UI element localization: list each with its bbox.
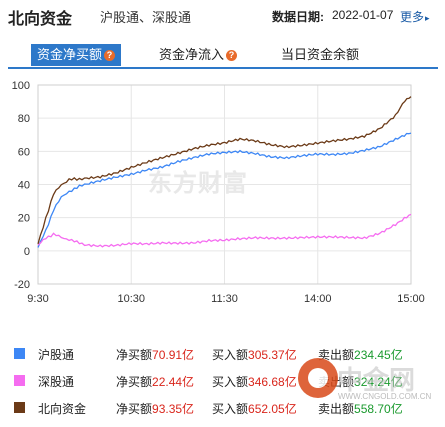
buy-label: 买入额 [212,348,249,362]
y-tick-label: 20 [18,213,30,225]
buy-value: 346.68亿 [248,375,297,389]
x-tick-label: 11:30 [211,293,238,305]
sell-value: 324.24亿 [354,375,403,389]
watermark-site-url: WWW.CNGOLD.COM.CN [338,392,432,401]
more-link-label[interactable]: 更多 [400,10,425,24]
y-tick-label: 80 [18,113,30,125]
sell-value: 234.45亿 [354,348,403,362]
legend-name: 沪股通 [38,348,75,362]
legend-buy: 买入额346.68亿 [212,373,297,390]
series-line [37,132,412,248]
watermark-site-name: 中金网 [337,365,416,395]
net-label: 净买额 [116,375,153,389]
tab-net-buy-label[interactable]: 资金净买额 [37,47,103,62]
watermark-logo-center [308,368,328,388]
date-value: 2022-01-07 [332,8,394,22]
x-tick-label: 9:30 [27,293,48,305]
line-chart: 100 80 60 40 20 0 -20 9:30 10:30 11:30 14:00 15:00 [12,80,425,305]
legend-net: 净买额22.44亿 [116,373,194,390]
net-label: 净买额 [116,348,153,362]
net-value: 93.35亿 [152,402,195,416]
buy-value: 305.37亿 [248,348,297,362]
legend-table: 沪股通 净买额70.91亿 买入额305.37亿 卖出额234.45亿 深股通 … [0,340,445,425]
sell-label: 卖出额 [318,348,355,362]
legend-net: 净买额93.35亿 [116,400,194,417]
tab-net-buy[interactable]: 资金净买额? [31,44,122,66]
legend-name: 北向资金 [38,402,87,416]
header: 北向资金 沪股通、深股通 数据日期: 2022-01-07 更多▸ [0,0,445,32]
legend-sell: 卖出额558.70亿 [318,400,403,417]
sell-value: 558.70亿 [354,402,403,416]
tab-underline [8,67,438,69]
y-tick-label: 100 [12,80,30,92]
tab-bar: 资金净买额? 资金净流入? 当日资金余额 [0,44,445,70]
series-line [37,96,412,245]
x-tick-label: 15:00 [397,293,425,305]
series-line [37,213,412,248]
tab-net-inflow-label[interactable]: 资金净流入 [159,47,225,62]
watermark-logo-icon [298,358,338,398]
legend-swatch-sz [14,375,25,386]
buy-value: 652.05亿 [248,402,297,416]
net-value: 70.91亿 [152,348,195,362]
net-label: 净买额 [116,402,153,416]
legend-name: 深股通 [38,375,75,389]
page-title: 北向资金 [8,11,73,28]
buy-label: 买入额 [212,375,249,389]
legend-buy: 买入额305.37亿 [212,346,297,363]
sell-label: 卖出额 [318,402,355,416]
legend-row-north: 北向资金 净买额93.35亿 买入额652.05亿 卖出额558.70亿 [0,397,445,419]
y-tick-label: 40 [18,180,30,192]
tab-balance-label[interactable]: 当日资金余额 [281,47,360,62]
legend-row-sh: 沪股通 净买额70.91亿 买入额305.37亿 卖出额234.45亿 [0,343,445,365]
legend-net: 净买额70.91亿 [116,346,194,363]
x-tick-label: 14:00 [304,293,332,305]
date-label: 数据日期: [272,10,324,24]
page-subtitle: 沪股通、深股通 [100,10,192,25]
buy-label: 买入额 [212,402,249,416]
chevron-right-icon: ▸ [425,13,430,23]
legend-swatch-north [14,402,25,413]
help-icon[interactable]: ? [226,50,238,61]
x-tick-label: 10:30 [117,293,145,305]
legend-buy: 买入额652.05亿 [212,400,297,417]
help-icon[interactable]: ? [104,50,116,61]
tab-net-inflow[interactable]: 资金净流入? [159,44,238,66]
more-link[interactable]: 更多▸ [400,8,430,25]
legend-swatch-sh [14,348,25,359]
chart-watermark: 东方财富 [148,170,248,197]
legend-sell: 卖出额234.45亿 [318,346,403,363]
y-tick-label: 0 [24,246,30,258]
y-tick-label: 60 [18,146,30,158]
net-value: 22.44亿 [152,375,195,389]
tab-balance[interactable]: 当日资金余额 [281,44,359,66]
plot-frame [37,84,412,285]
y-tick-label: -20 [14,279,30,291]
